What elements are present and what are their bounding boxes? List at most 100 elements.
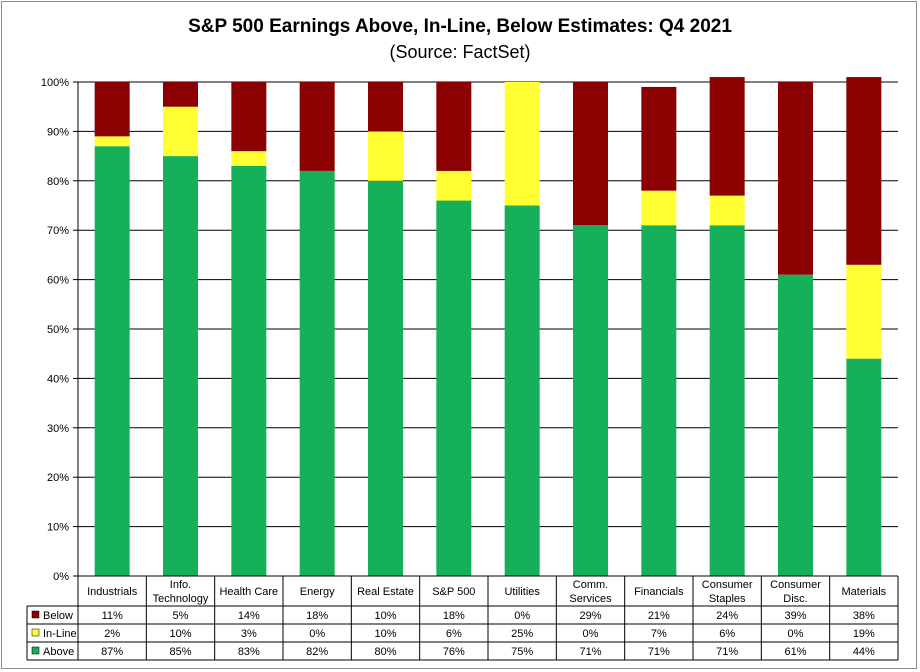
bar-in-line [436, 170, 472, 201]
bar-in-line [94, 136, 130, 147]
chart-title: S&P 500 Earnings Above, In-Line, Below E… [188, 16, 732, 37]
table-value: 10% [374, 628, 396, 640]
bar-above [709, 225, 745, 576]
bar-above [641, 225, 677, 576]
bar-in-line [163, 106, 198, 157]
table-value: 75% [511, 646, 533, 658]
bar-in-line [709, 195, 745, 226]
table-value: 29% [579, 610, 601, 622]
y-tick-label: 100% [41, 77, 69, 89]
table-value: 38% [853, 610, 875, 622]
table-value: 71% [716, 646, 738, 658]
x-category-label: Consumer [702, 579, 753, 591]
bar-below [641, 86, 677, 191]
legend-label: In-Line [43, 628, 77, 640]
y-tick-label: 70% [47, 225, 69, 237]
bar-in-line [368, 131, 403, 181]
table-value: 76% [443, 646, 465, 658]
y-tick-label: 10% [47, 522, 69, 534]
x-category-label: S&P 500 [432, 586, 475, 598]
x-category-label: Comm. [573, 579, 608, 591]
legend-key-in-line [31, 628, 40, 637]
table-value: 18% [306, 610, 328, 622]
x-category-label: Technology [153, 593, 209, 605]
x-category-label: Info. [170, 579, 191, 591]
table-value: 7% [651, 628, 667, 640]
x-category-label: Utilities [504, 586, 540, 598]
bar-below [846, 77, 882, 265]
bar-below [436, 82, 472, 171]
bar-below [778, 82, 813, 275]
table-value: 10% [374, 610, 396, 622]
y-tick-label: 90% [47, 126, 69, 138]
table-value: 71% [648, 646, 670, 658]
bar-above [163, 156, 198, 576]
bar-below [368, 82, 403, 132]
table-value: 39% [784, 610, 806, 622]
bar-above [436, 200, 472, 576]
bar-below [573, 82, 608, 226]
table-value: 24% [716, 610, 738, 622]
bar-below [299, 82, 335, 171]
chart-subtitle: (Source: FactSet) [389, 42, 531, 62]
y-tick-label: 80% [47, 176, 69, 188]
bar-in-line [231, 151, 267, 166]
bar-in-line [641, 190, 677, 226]
legend-label: Below [43, 610, 73, 622]
y-tick-label: 50% [47, 324, 69, 336]
y-tick-label: 20% [47, 472, 69, 484]
bar-below [163, 82, 198, 107]
y-tick-label: 40% [47, 373, 69, 385]
x-category-label: Energy [300, 586, 335, 598]
y-tick-label: 30% [47, 423, 69, 435]
x-category-label: Disc. [783, 593, 807, 605]
table-value: 87% [101, 646, 123, 658]
table-value: 6% [719, 628, 735, 640]
bar-below [231, 82, 267, 152]
bar-above [846, 358, 882, 576]
table-value: 6% [446, 628, 462, 640]
table-value: 18% [443, 610, 465, 622]
bar-in-line [504, 82, 540, 206]
bar-below [94, 82, 130, 137]
legend-key-below [31, 610, 40, 619]
bar-in-line [846, 264, 882, 359]
table-value: 3% [241, 628, 257, 640]
table-value: 0% [583, 628, 599, 640]
table-value: 71% [579, 646, 601, 658]
table-value: 0% [309, 628, 325, 640]
legend-key-above [31, 646, 40, 655]
bar-above [299, 170, 335, 577]
x-category-label: Services [569, 593, 612, 605]
table-value: 83% [238, 646, 260, 658]
table-value: 0% [788, 628, 804, 640]
table-value: 5% [173, 610, 189, 622]
table-value: 80% [374, 646, 396, 658]
table-value: 82% [306, 646, 328, 658]
table-value: 61% [784, 646, 806, 658]
table-value: 19% [853, 628, 875, 640]
x-category-label: Financials [634, 586, 684, 598]
x-category-label: Health Care [219, 586, 278, 598]
y-tick-label: 60% [47, 275, 69, 287]
x-category-label: Consumer [770, 579, 821, 591]
bar-above [504, 205, 540, 576]
legend-label: Above [43, 646, 74, 658]
y-tick-label: 0% [53, 571, 69, 583]
table-value: 14% [238, 610, 260, 622]
table-value: 10% [169, 628, 191, 640]
table-value: 25% [511, 628, 533, 640]
table-value: 0% [514, 610, 530, 622]
x-category-label: Staples [709, 593, 746, 605]
bar-below [709, 77, 745, 196]
table-value: 11% [102, 610, 123, 622]
table-value: 21% [648, 610, 670, 622]
bar-above [573, 225, 608, 576]
x-category-label: Real Estate [357, 586, 414, 598]
table-value: 85% [169, 646, 191, 658]
bar-above [94, 146, 130, 576]
bar-above [368, 180, 403, 577]
table-value: 44% [853, 646, 875, 658]
bar-above [231, 165, 267, 577]
